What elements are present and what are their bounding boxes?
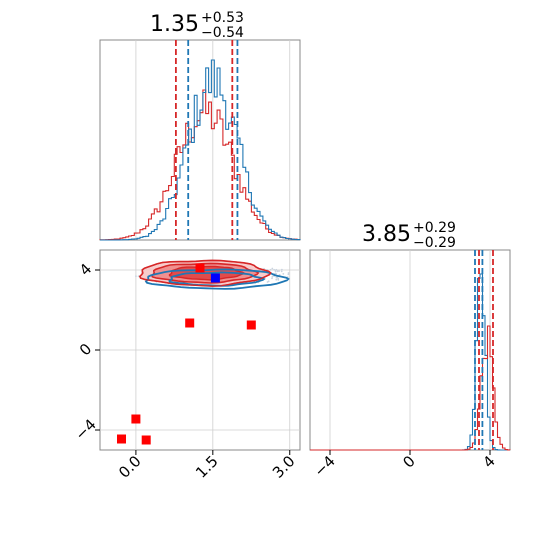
marker-red-square	[185, 318, 195, 328]
sample-point	[273, 268, 275, 271]
contour-red-outline	[139, 259, 272, 287]
param2-title-plus: +0.29	[413, 220, 456, 236]
sample-point	[275, 278, 278, 281]
sample-point	[281, 268, 283, 271]
marker-red-square	[131, 414, 141, 424]
sample-point	[271, 275, 274, 278]
scatter-panel-param1-param2: 0.0 1.5 3.0 −4 0 4	[71, 249, 301, 482]
sample-point	[280, 270, 283, 273]
sample-point	[275, 268, 278, 271]
hist-panel-param2: −4 0 4 3.85 +0.29 −0.29	[309, 220, 511, 480]
param1-title-plus: +0.53	[201, 10, 244, 26]
param2-title-value: 3.85	[362, 222, 411, 247]
sample-point	[271, 277, 273, 280]
sample-point	[278, 270, 280, 272]
x-tick-label: 3.0	[269, 452, 299, 482]
sample-point	[267, 280, 270, 283]
param2-title-minus: −0.29	[413, 235, 456, 251]
marker-red-square	[141, 435, 151, 445]
sample-point	[137, 275, 140, 278]
sample-point	[274, 270, 277, 273]
marker-red-square	[195, 263, 205, 273]
x-tick-label: 4	[479, 452, 498, 471]
x-tick-label: 0	[399, 452, 418, 471]
sample-point	[276, 270, 279, 273]
contour-blue-outer	[144, 268, 290, 290]
hist-panel-param1: 1.35 +0.53 −0.54	[99, 10, 301, 241]
hist-series-blue	[100, 59, 301, 241]
sample-point	[282, 273, 285, 275]
sample-point	[269, 268, 272, 271]
sample-point	[271, 267, 274, 270]
y-tick-label: −4	[71, 415, 99, 443]
hist-series-red	[310, 325, 511, 451]
sample-point	[287, 272, 290, 274]
sample-point	[276, 276, 279, 279]
contour-blue-inner	[168, 271, 266, 287]
y-tick-label: 4	[76, 260, 95, 279]
marker-red-square	[117, 434, 126, 444]
sample-point	[287, 273, 290, 276]
sample-point	[135, 275, 137, 277]
marker-red-square	[246, 320, 256, 330]
marker-blue-square	[210, 273, 220, 283]
sample-point	[277, 279, 280, 281]
param1-title-value: 1.35	[150, 12, 199, 37]
param1-title-minus: −0.54	[201, 25, 244, 41]
y-tick-label: 0	[76, 340, 95, 359]
x-tick-label: 0.0	[115, 452, 145, 482]
x-tick-label: 1.5	[192, 452, 222, 482]
sample-point	[275, 273, 278, 275]
x-tick-label: −4	[310, 452, 338, 480]
